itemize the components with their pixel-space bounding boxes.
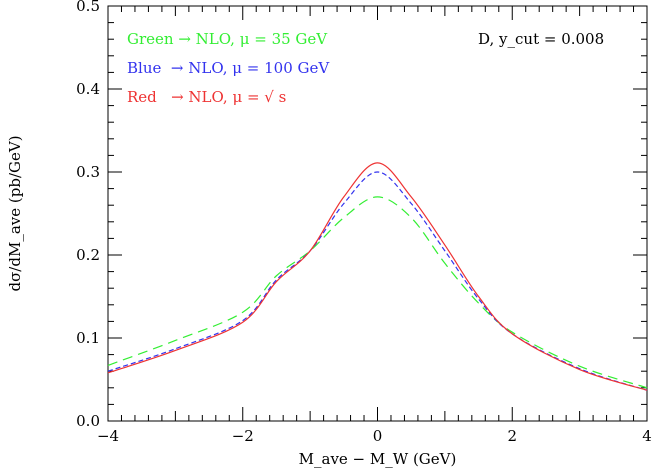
x-tick-label: 2 [507,427,517,445]
y-tick-label: 0.2 [76,246,100,264]
x-axis-label: M_ave − M_W (GeV) [299,450,457,468]
legend-entry: Blue → NLO, μ = 100 GeV [127,59,330,77]
x-tick-label: −4 [97,427,119,445]
series-line-solid [107,162,648,391]
y-tick-label: 0.0 [76,412,100,430]
y-tick-label: 0.5 [76,0,100,15]
x-tick-label: 4 [642,427,652,445]
y-tick-label: 0.4 [76,80,100,98]
y-tick-label: 0.3 [76,163,100,181]
series-line-short-dash [107,171,648,391]
x-tick-label: 0 [373,427,383,445]
x-tick-label: −2 [232,427,254,445]
legend-entry: Green → NLO, μ = 35 GeV [127,30,328,48]
y-tick-label: 0.1 [76,329,100,347]
annotation: D, y_cut = 0.008 [478,30,604,48]
y-axis-label: dσ/dM_ave (pb/GeV) [6,135,24,291]
series-line-long-dash [107,196,648,389]
legend-entry: Red → NLO, μ = √ s [127,88,286,106]
